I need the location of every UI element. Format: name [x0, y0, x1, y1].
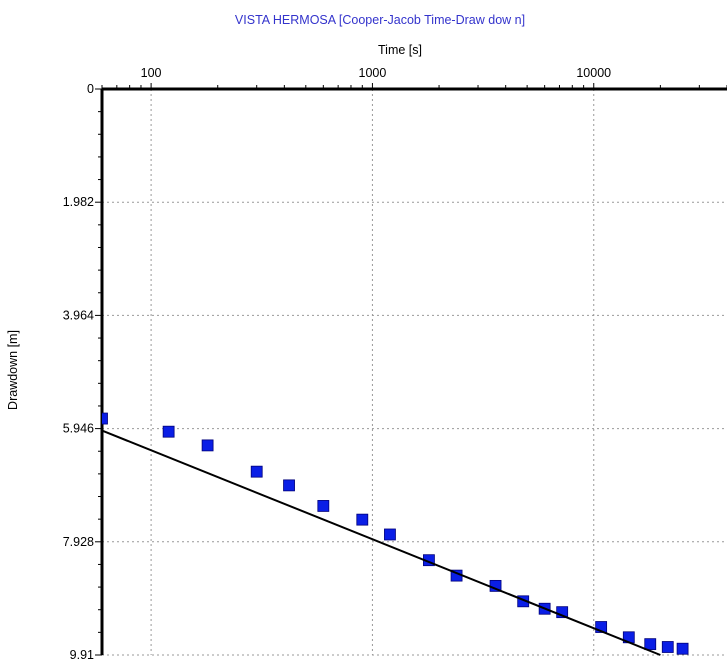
chart-title: VISTA HERMOSA [Cooper-Jacob Time-Draw do…: [235, 13, 525, 27]
data-point: [201, 439, 214, 452]
y-tick-label: 3.964: [63, 308, 94, 322]
y-tick-label: 7.928: [63, 535, 94, 549]
x-axis-label: Time [s]: [378, 43, 422, 57]
data-point: [595, 621, 608, 633]
data-point: [384, 528, 396, 541]
data-point: [356, 513, 369, 526]
y-axis-label: Drawdown [m]: [6, 330, 20, 410]
x-tick-label: 10000: [576, 66, 611, 80]
data-point: [102, 412, 108, 425]
data-point: [644, 638, 657, 651]
plot-area: 100 1000 10000 0 1.982 3.964 5.946 7.928 9.91: [63, 66, 727, 662]
y-tick-label: 9.91: [70, 648, 94, 662]
data-point: [317, 500, 330, 512]
series-group: [102, 412, 689, 656]
data-point: [661, 641, 674, 653]
x-tick-label: 100: [141, 66, 162, 80]
data-point: [250, 465, 263, 478]
data-point: [556, 606, 569, 619]
data-point: [283, 479, 295, 492]
x-tick-label: 1000: [359, 66, 387, 80]
y-tick-label: 1.982: [63, 195, 94, 209]
data-point: [676, 642, 689, 655]
fit-line: [102, 429, 661, 656]
y-tick-label: 5.946: [63, 422, 94, 436]
y-tick-label: 0: [87, 82, 94, 96]
data-point: [162, 425, 175, 438]
